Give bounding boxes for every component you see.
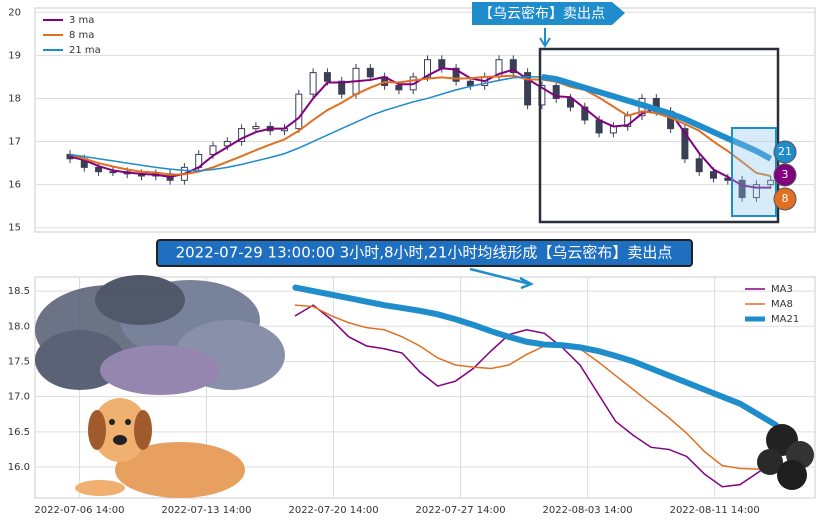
y-tick-label: 20	[8, 7, 21, 18]
candle-body	[238, 128, 246, 143]
candle-body	[767, 179, 775, 186]
candle-body	[223, 141, 231, 147]
y-tick-label: 18.0	[8, 321, 30, 332]
candle-body	[395, 85, 403, 91]
x-tick-label: 2022-08-03 14:00	[543, 505, 633, 516]
marker-label: 21	[778, 145, 792, 158]
marker-circle	[773, 187, 797, 211]
candle-body	[366, 67, 374, 78]
x-tick-label: 2022-07-06 14:00	[34, 505, 124, 516]
candle-body	[695, 158, 703, 173]
callout-text: 【乌云密布】卖出点	[479, 5, 605, 22]
x-tick-label: 2022-07-20 14:00	[288, 505, 378, 516]
candle-body	[295, 93, 303, 130]
candle-body	[552, 85, 560, 99]
y-tick-label: 17	[8, 137, 21, 148]
ma-line	[292, 284, 779, 428]
candle-body	[323, 72, 331, 82]
legend-label: 8 ma	[69, 30, 94, 41]
candle-body	[738, 179, 746, 199]
callout-arrow	[539, 28, 551, 48]
y-tick-label: 17.0	[8, 392, 30, 403]
candle-body	[466, 80, 474, 87]
candle-body	[209, 145, 217, 155]
ma-line	[69, 74, 771, 177]
legend-label: MA3	[771, 284, 793, 295]
dog	[75, 398, 245, 498]
marker-label: 8	[782, 192, 789, 205]
candle-body	[338, 80, 346, 95]
candle-body	[252, 125, 260, 130]
ma-line	[294, 304, 777, 470]
ma-line	[294, 304, 777, 488]
x-tick-label: 2022-08-11 14:00	[670, 505, 760, 516]
y-tick-label: 17.5	[8, 356, 30, 367]
candle-body	[95, 166, 103, 173]
candle-body	[567, 97, 574, 108]
candle-body	[681, 128, 689, 160]
dark-cloud	[757, 424, 814, 490]
x-tick-label: 2022-07-27 14:00	[416, 505, 506, 516]
banner-text: 2022-07-29 13:00:00 3小时,8小时,21小时均线形成【乌云密…	[176, 244, 673, 262]
candle-body	[424, 59, 431, 78]
candle-body	[524, 72, 532, 106]
highlight-zone	[731, 127, 777, 217]
marker-label: 3	[782, 168, 789, 181]
legend-label: 21 ma	[69, 45, 101, 56]
callout-box	[472, 2, 625, 25]
marker-circle	[773, 140, 797, 164]
candle-body	[752, 184, 760, 199]
candle-body	[438, 59, 446, 69]
y-tick-label: 16.0	[8, 462, 30, 473]
y-tick-label: 16	[8, 180, 21, 191]
y-tick-label: 19	[8, 50, 21, 61]
highlight-box	[538, 47, 780, 224]
y-tick-label: 15	[8, 223, 21, 234]
candle-body	[109, 171, 117, 174]
candle-body	[452, 67, 460, 82]
candle-body	[509, 59, 517, 74]
marker-circle	[773, 163, 797, 187]
candle-body	[309, 72, 317, 95]
legend-label: MA8	[771, 299, 793, 310]
banner-arrow	[469, 267, 534, 290]
plot-frame	[34, 7, 816, 233]
legend-label: 3 ma	[69, 15, 94, 26]
storm-cloud	[35, 275, 285, 395]
y-tick-label: 18.5	[8, 286, 30, 297]
y-tick-label: 18	[8, 93, 21, 104]
x-tick-label: 2022-07-13 14:00	[161, 505, 251, 516]
candle-body	[710, 171, 717, 179]
y-tick-label: 16.5	[8, 427, 30, 438]
banner-box	[156, 239, 693, 267]
plot-frame	[34, 276, 816, 499]
legend-label: MA21	[771, 314, 799, 325]
candle-body	[581, 106, 589, 121]
ma-line	[69, 76, 772, 172]
